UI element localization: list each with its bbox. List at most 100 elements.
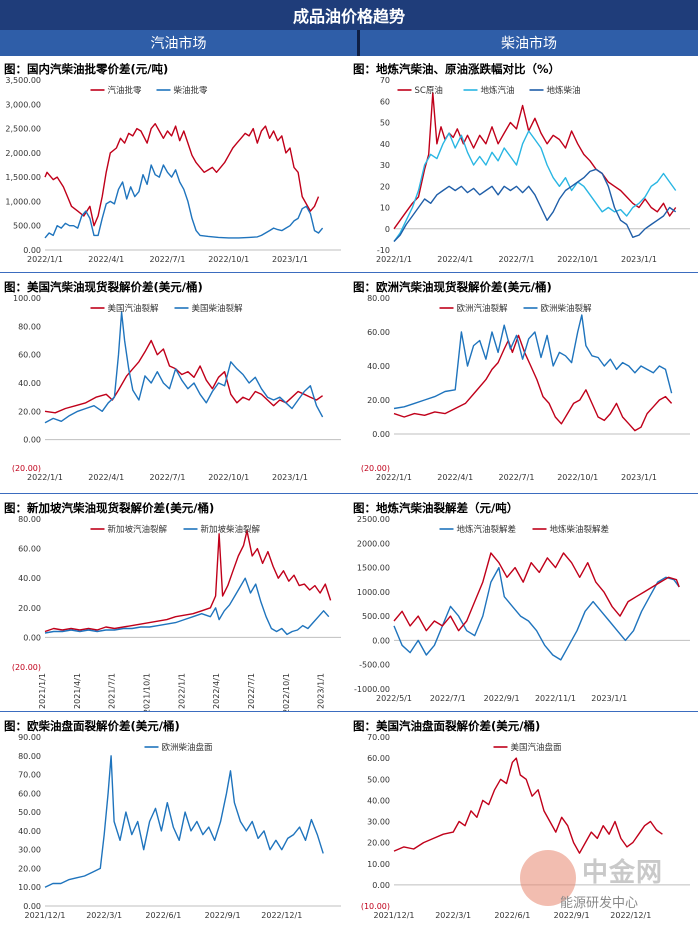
- chart-svg: -1000.00 -500.00 0.00 500.00 1000.00 1500.00 2…: [354, 515, 690, 703]
- watermark: 中金网 能源研发中心: [520, 850, 690, 920]
- y-tick-label: -10: [377, 246, 390, 255]
- chart-title: 图：地炼汽柴油裂解差（元/吨）: [353, 501, 519, 515]
- x-tick-label: 2022/7/1: [247, 673, 256, 709]
- legend-label: 美国汽油裂解: [108, 303, 160, 314]
- x-tick-label: 2021/7/1: [108, 673, 117, 709]
- y-tick-label: (20.00): [12, 464, 41, 473]
- chart-title: 图：欧洲汽柴油现货裂解价差(美元/桶): [353, 280, 552, 294]
- y-tick-label: 60.00: [18, 789, 41, 798]
- y-tick-label: (10.00): [361, 902, 390, 911]
- x-tick-label: 2022/9/1: [205, 911, 241, 920]
- y-tick-label: 1500.00: [357, 564, 390, 573]
- chart-panel-4: 图：欧洲汽柴油现货裂解价差(美元/桶) (20.00) 0.00 20.00 40.0…: [349, 276, 698, 493]
- page-title: 成品油价格趋势: [292, 7, 405, 26]
- x-tick-label: 2022/1/1: [177, 673, 186, 709]
- x-tick-label: 2021/10/1: [142, 673, 151, 711]
- x-tick-label: 2022/10/1: [282, 673, 291, 711]
- legend-label: 柴油批零: [174, 85, 209, 96]
- x-tick-label: 2021/12/1: [373, 911, 414, 920]
- row-divider-3: [0, 711, 698, 712]
- chart-svg: 0.00 500.00 1,000.00 1,500.00 2,000.00 2,500.…: [5, 76, 341, 264]
- x-tick-label: 2023/1/1: [621, 473, 657, 482]
- y-tick-label: 20.00: [18, 864, 41, 873]
- y-tick-label: 80.00: [18, 752, 41, 761]
- y-tick-label: 60.00: [18, 351, 41, 360]
- y-tick-label: 80.00: [367, 294, 390, 303]
- y-tick-label: 1,500.00: [5, 173, 41, 182]
- series-line: [393, 566, 680, 661]
- y-tick-label: -500.00: [359, 661, 390, 670]
- x-tick-label: 2021/12/1: [24, 911, 65, 920]
- y-tick-label: 60.00: [18, 545, 41, 554]
- series-line: [44, 311, 324, 424]
- chart-title: 图：欧柴油盘面裂解价差(美元/桶): [4, 719, 180, 733]
- y-tick-label: 500.00: [13, 222, 41, 231]
- x-tick-label: 2022/10/1: [208, 473, 249, 482]
- x-tick-label: 2022/3/1: [435, 911, 471, 920]
- y-tick-label: 0.00: [23, 436, 41, 445]
- x-tick-label: 2023/1/1: [272, 473, 308, 482]
- x-tick-label: 2022/12/1: [610, 911, 651, 920]
- legend-label: 地炼汽油: [481, 85, 515, 96]
- y-tick-label: 70.00: [18, 771, 41, 780]
- y-tick-label: 0.00: [372, 430, 390, 439]
- x-tick-label: 2023/1/1: [272, 255, 308, 264]
- y-tick-label: -1000.00: [354, 685, 390, 694]
- x-tick-label: 2022/4/1: [88, 473, 124, 482]
- series-line: [393, 314, 673, 410]
- y-tick-label: 2,000.00: [5, 149, 41, 158]
- y-tick-label: 20: [380, 182, 390, 191]
- series-line: [393, 334, 673, 432]
- x-tick-label: 2023/1/1: [591, 694, 627, 703]
- row-divider-2: [0, 493, 698, 494]
- series-line: [393, 168, 677, 242]
- legend-label: 美国汽油盘面: [511, 742, 563, 753]
- legend-label: 欧洲柴油盘面: [162, 742, 214, 753]
- y-tick-label: 20.00: [367, 396, 390, 405]
- y-tick-label: 3,500.00: [5, 76, 41, 85]
- y-tick-label: 0.00: [23, 633, 41, 642]
- series-line: [44, 339, 324, 414]
- y-tick-label: 10.00: [367, 860, 390, 869]
- x-tick-label: 2022/7/1: [499, 473, 535, 482]
- x-tick-label: 2022/4/1: [437, 255, 473, 264]
- series-line: [393, 757, 663, 854]
- chart-svg: 0.00 10.00 20.00 30.00 40.00 50.00 60.00 70.00 8…: [18, 733, 341, 920]
- series-line: [44, 164, 324, 239]
- y-tick-label: 40.00: [367, 796, 390, 805]
- chart-title: 图：美国汽柴油现货裂解价差(美元/桶): [4, 280, 203, 294]
- chart-title: 图：美国汽油盘面裂解价差(美元/桶): [353, 719, 541, 733]
- section-label-diesel: 柴油市场: [501, 36, 557, 52]
- y-tick-label: 50.00: [18, 808, 41, 817]
- y-tick-label: 80.00: [18, 515, 41, 524]
- y-tick-label: 3,000.00: [5, 100, 41, 109]
- chart-panel-2: 图：地炼汽柴油、原油涨跌幅对比（%） -10 0 10 20 30 40 50 60 70 202…: [349, 58, 698, 275]
- y-tick-label: 60: [380, 97, 390, 106]
- y-tick-label: 10.00: [18, 883, 41, 892]
- chart-svg: (20.00) 0.00 20.00 40.00 60.00 80.00 2022/1/1 2…: [361, 294, 690, 482]
- watermark-subtext: 能源研发中心: [560, 896, 639, 911]
- x-tick-label: 2022/7/1: [499, 255, 535, 264]
- x-tick-label: 2023/1/1: [317, 673, 326, 709]
- x-tick-label: 2022/5/1: [376, 694, 412, 703]
- y-tick-label: 1,000.00: [5, 197, 41, 206]
- x-tick-label: 2022/7/1: [150, 473, 186, 482]
- y-tick-label: 70.00: [367, 733, 390, 742]
- y-tick-label: 30.00: [18, 846, 41, 855]
- y-tick-label: 40.00: [18, 574, 41, 583]
- y-tick-label: 0.00: [23, 246, 41, 255]
- y-tick-label: 20.00: [18, 604, 41, 613]
- row-divider-1: [0, 272, 698, 273]
- y-tick-label: 2500.00: [357, 515, 390, 524]
- x-tick-label: 2022/9/1: [554, 911, 590, 920]
- y-tick-label: 80.00: [18, 322, 41, 331]
- y-tick-label: 0: [385, 225, 390, 234]
- y-tick-label: 70: [380, 76, 390, 85]
- x-tick-label: 2022/6/1: [494, 911, 530, 920]
- y-tick-label: 40: [380, 140, 390, 149]
- chart-panel-3: 图：美国汽柴油现货裂解价差(美元/桶) (20.00) 0.00 20.00 40.0…: [0, 276, 349, 493]
- y-tick-label: 20.00: [367, 839, 390, 848]
- legend-label: 地炼柴油: [547, 85, 581, 96]
- chart-svg: -10 0 10 20 30 40 50 60 70 2022/1/1 2022/4/1 2022/7…: [376, 76, 690, 264]
- x-tick-label: 2022/10/1: [557, 473, 598, 482]
